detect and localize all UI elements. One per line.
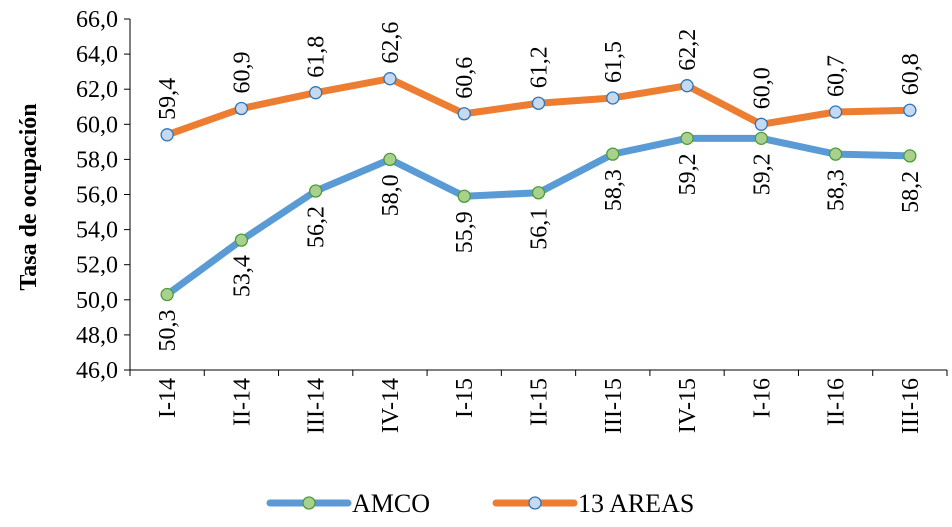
data-point xyxy=(160,128,174,142)
x-tick-label: II-16 xyxy=(824,378,850,426)
y-tick-label: 50,0 xyxy=(76,288,118,314)
data-label: 56,1 xyxy=(527,208,553,250)
data-label: 61,5 xyxy=(601,41,627,83)
data-label: 60,8 xyxy=(898,53,924,95)
axes: 46,0 48,0 50,0 52,0 54,0 56,0 58,0 60,0 62,0 64,0… xyxy=(76,7,948,434)
data-point xyxy=(383,72,397,86)
data-point xyxy=(383,152,397,167)
x-tick-label: II-14 xyxy=(229,378,255,426)
y-axis-label: Tasa de ocupación xyxy=(16,103,42,290)
y-tick-label: 56,0 xyxy=(76,183,118,209)
legend-marker xyxy=(302,496,316,510)
data-label: 61,2 xyxy=(527,46,553,88)
data-point xyxy=(531,96,546,110)
data-label: 60,0 xyxy=(749,67,775,109)
data-point xyxy=(606,147,620,161)
data-label: 58,0 xyxy=(378,174,404,216)
x-tick-label: II-15 xyxy=(527,378,553,426)
data-point xyxy=(160,287,174,302)
x-tick-label: I-16 xyxy=(749,378,775,418)
data-label: 58,3 xyxy=(601,169,627,211)
data-label: 60,7 xyxy=(824,55,850,97)
y-tick-label: 54,0 xyxy=(76,218,118,244)
data-point xyxy=(828,147,843,161)
data-label: 58,2 xyxy=(898,171,924,213)
data-label: 59,2 xyxy=(675,153,701,195)
legend-label: AMCO xyxy=(352,489,430,518)
data-point xyxy=(457,189,471,203)
y-tick-label: 52,0 xyxy=(76,253,118,279)
data-label: 59,2 xyxy=(749,153,775,195)
data-point xyxy=(531,186,546,200)
data-point xyxy=(828,105,843,119)
data-point xyxy=(606,91,620,105)
data-point xyxy=(234,101,249,116)
data-label: 61,8 xyxy=(304,36,330,78)
data-label: 58,3 xyxy=(824,169,850,211)
data-labels: 50,3 53,4 56,2 58,0 55,9 56,1 58,3 59,2 59,2 58,3… xyxy=(155,22,924,352)
x-tick-label: I-14 xyxy=(155,378,181,418)
y-tick-label: 58,0 xyxy=(76,147,118,173)
data-point xyxy=(903,103,917,117)
data-point xyxy=(234,233,249,247)
y-tick-label: 66,0 xyxy=(76,7,118,33)
legend-marker xyxy=(528,496,542,510)
x-tick-label: IV-15 xyxy=(675,378,701,433)
data-label: 53,4 xyxy=(229,255,255,297)
x-tick-label: I-15 xyxy=(452,378,478,418)
data-label: 56,2 xyxy=(304,206,330,248)
data-label: 60,6 xyxy=(452,57,478,99)
data-label: 60,9 xyxy=(229,52,255,94)
data-point xyxy=(903,149,917,163)
series-markers xyxy=(160,72,917,302)
x-tick-label: III-14 xyxy=(304,378,330,434)
y-tick-label: 48,0 xyxy=(76,323,118,349)
x-tick-label: IV-14 xyxy=(378,378,404,433)
y-tick-label: 64,0 xyxy=(76,42,118,68)
data-label: 62,6 xyxy=(378,22,404,64)
data-point xyxy=(754,131,768,145)
data-point xyxy=(309,184,323,198)
data-label: 59,4 xyxy=(155,78,181,120)
y-tick-label: 60,0 xyxy=(76,112,118,138)
x-tick-label: III-15 xyxy=(601,378,627,434)
data-point xyxy=(457,107,471,121)
data-label: 50,3 xyxy=(155,310,181,352)
data-label: 62,2 xyxy=(675,29,701,71)
data-point xyxy=(680,131,694,145)
legend: AMCO 13 AREAS xyxy=(266,489,694,518)
data-point xyxy=(309,86,323,100)
data-point xyxy=(680,79,694,93)
data-point xyxy=(754,117,768,131)
y-tick-label: 46,0 xyxy=(76,358,118,384)
data-label: 55,9 xyxy=(452,211,478,253)
x-tick-label: III-16 xyxy=(898,378,924,434)
y-tick-label: 62,0 xyxy=(76,77,118,103)
legend-label: 13 AREAS xyxy=(578,489,694,518)
